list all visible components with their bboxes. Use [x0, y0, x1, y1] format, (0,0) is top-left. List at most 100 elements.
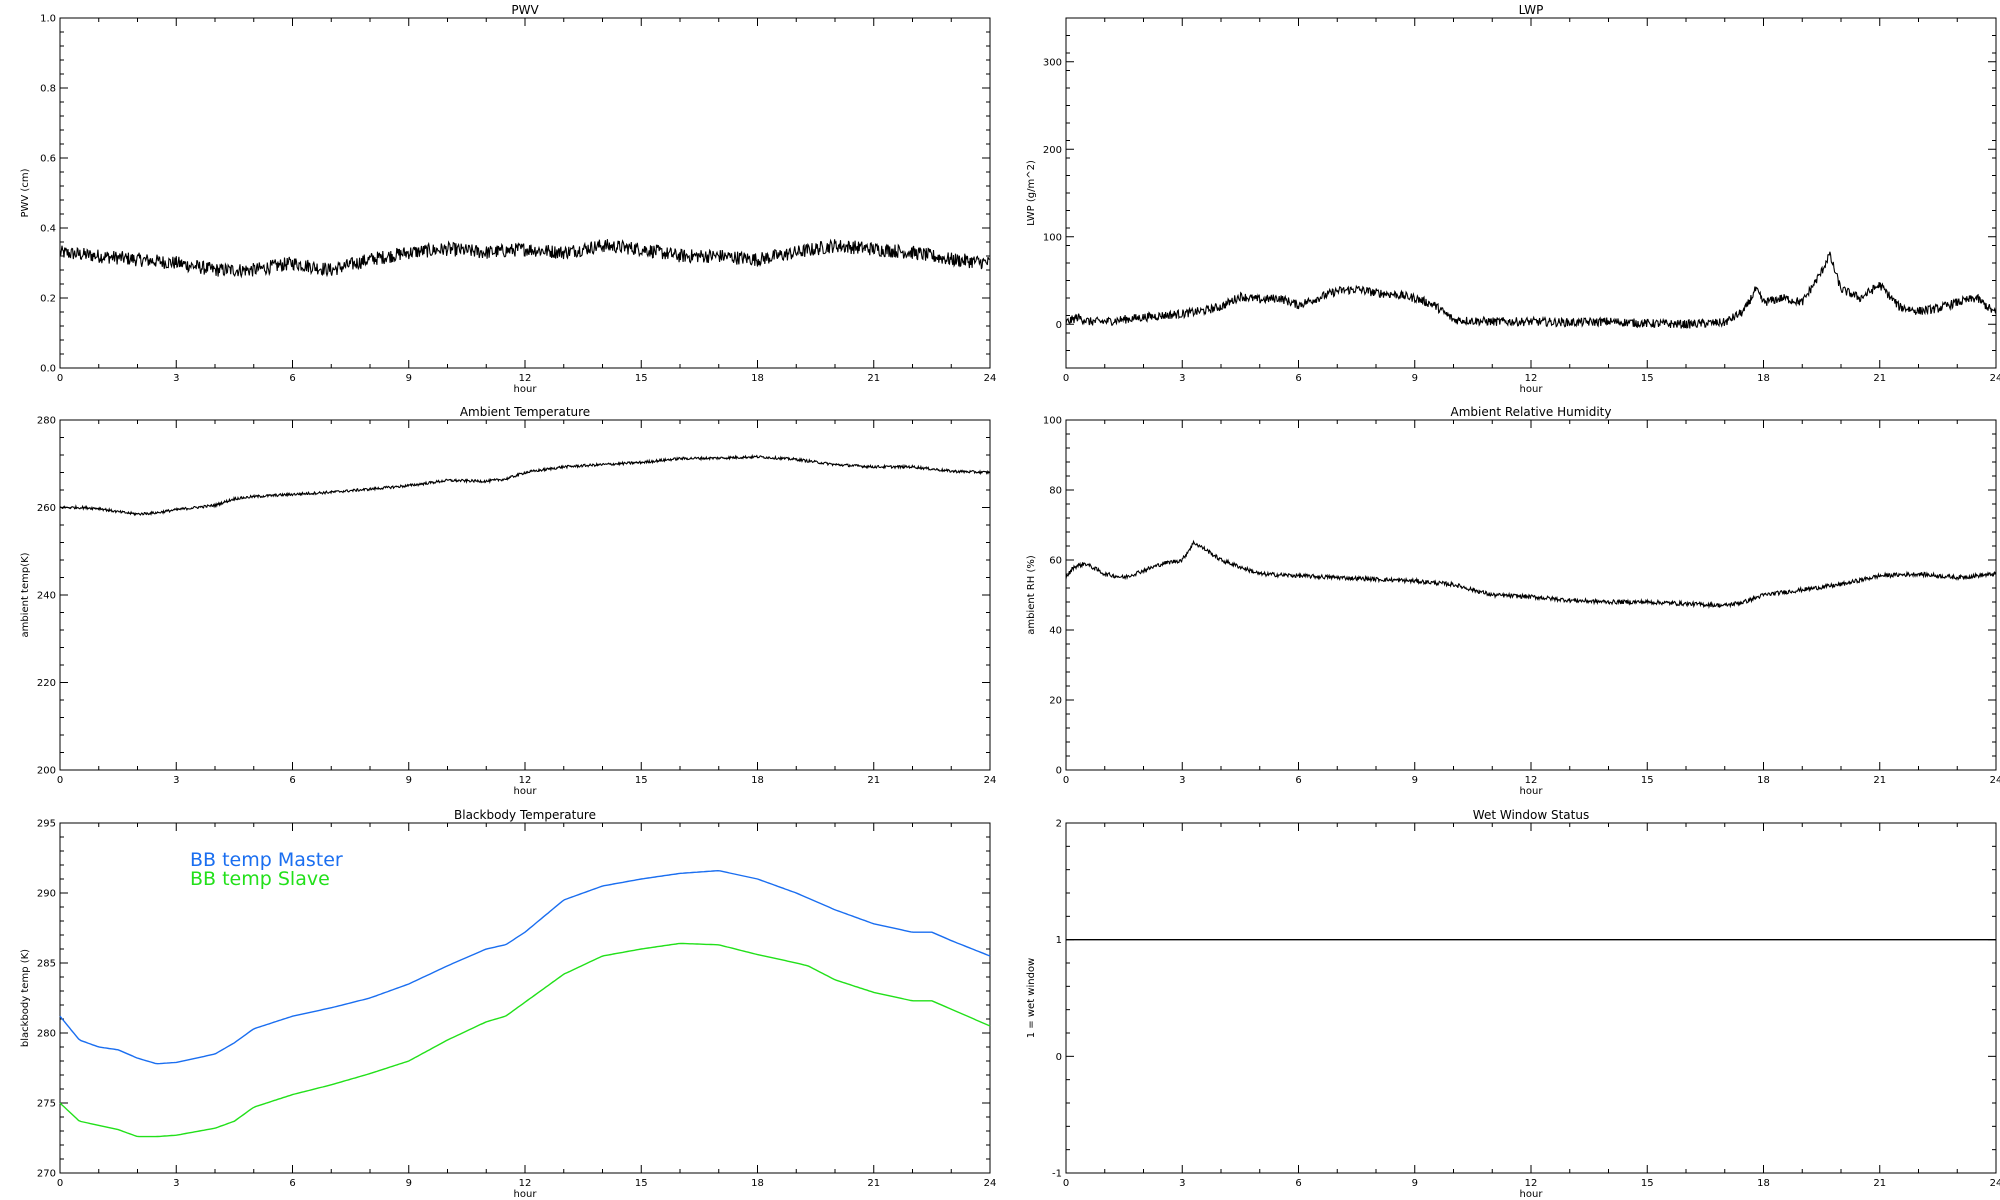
x-tick-label: 15	[635, 775, 648, 786]
panel-title: LWP	[1519, 3, 1544, 17]
x-tick-label: 12	[1525, 373, 1538, 384]
y-tick-label: 2	[1056, 819, 1062, 830]
x-tick-label: 0	[57, 373, 63, 384]
x-tick-label: 15	[635, 1178, 648, 1189]
x-tick-label: 21	[1873, 1178, 1886, 1189]
panel-ambient-rh: Ambient Relative Humidity hour ambient R…	[1026, 405, 2000, 797]
panel-blackbody-temperature: Blackbody Temperature hour blackbody tem…	[20, 808, 996, 1200]
x-tick-label: 0	[1063, 373, 1069, 384]
x-tick-label: 6	[1295, 775, 1301, 786]
series-line-0	[59, 453, 991, 517]
panel-title: Ambient Temperature	[460, 405, 590, 419]
x-tick-label: 9	[406, 1178, 412, 1189]
y-axis-label: ambient temp(K)	[20, 552, 31, 637]
x-tick-label: 3	[173, 775, 179, 786]
x-tick-label: 21	[1873, 775, 1886, 786]
y-tick-label: 300	[1043, 57, 1062, 68]
panel-ambient-temperature: Ambient Temperature hour ambient temp(K)…	[20, 405, 996, 797]
x-axis-label: hour	[1520, 1189, 1544, 1200]
series-line-0	[59, 869, 991, 1065]
series-line-0	[1065, 539, 1997, 609]
y-tick-label: 285	[37, 959, 56, 970]
y-tick-label: 0	[1056, 1052, 1062, 1063]
y-tick-label: 60	[1049, 556, 1062, 567]
x-tick-label: 15	[1641, 775, 1654, 786]
x-tick-label: 3	[173, 1178, 179, 1189]
y-axis-label: ambient RH (%)	[1026, 555, 1037, 635]
y-tick-label: 275	[37, 1099, 56, 1110]
y-axis-label: blackbody temp (K)	[20, 949, 31, 1047]
panel-pwv: PWV hour PWV (cm) 0 3 6 9 12 15 18 21 24 0.0 0.2 0.…	[20, 3, 996, 395]
x-tick-label: 18	[1757, 1178, 1770, 1189]
y-tick-label: 295	[37, 819, 56, 830]
x-tick-label: 15	[635, 373, 648, 384]
plot-frame	[1065, 822, 1997, 1174]
y-tick-label: 280	[37, 1029, 56, 1040]
x-tick-label: 6	[289, 1178, 295, 1189]
y-tick-label: 200	[37, 766, 56, 777]
x-axis-label: hour	[1520, 786, 1544, 797]
y-tick-label: -1	[1052, 1169, 1062, 1180]
y-tick-label: 0.2	[40, 294, 56, 305]
x-tick-label: 3	[1179, 1178, 1185, 1189]
x-tick-label: 9	[406, 775, 412, 786]
x-tick-label: 6	[1295, 1178, 1301, 1189]
x-tick-label: 9	[1412, 775, 1418, 786]
series-line-0	[1065, 251, 1997, 329]
y-tick-label: 20	[1049, 696, 1062, 707]
y-tick-label: 200	[1043, 145, 1062, 156]
y-tick-label: 220	[37, 678, 56, 689]
x-tick-label: 15	[1641, 373, 1654, 384]
x-tick-label: 24	[1990, 373, 2000, 384]
x-tick-label: 9	[1412, 373, 1418, 384]
series-line-0	[59, 238, 991, 279]
legend-entry-master: BB temp Master	[190, 849, 343, 871]
x-axis-label: hour	[514, 1189, 538, 1200]
x-tick-label: 0	[1063, 1178, 1069, 1189]
y-tick-label: 0.4	[40, 224, 56, 235]
y-tick-label: 0.6	[40, 154, 56, 165]
panel-title: Blackbody Temperature	[454, 808, 596, 822]
x-tick-label: 18	[1757, 775, 1770, 786]
x-tick-label: 0	[57, 775, 63, 786]
x-tick-label: 24	[984, 373, 997, 384]
panel-title: Ambient Relative Humidity	[1451, 405, 1612, 419]
x-tick-label: 0	[57, 1178, 63, 1189]
x-tick-label: 0	[1063, 775, 1069, 786]
x-tick-label: 6	[1295, 373, 1301, 384]
x-tick-label: 15	[1641, 1178, 1654, 1189]
plot-frame	[59, 17, 991, 369]
plot-frame	[1065, 17, 1997, 369]
x-axis-label: hour	[1520, 384, 1544, 395]
y-tick-label: 260	[37, 503, 56, 514]
panel-lwp: LWP hour LWP (g/m^2) 0 3 6 9 12 15 18 21 24 0 100 2…	[1026, 3, 2000, 395]
x-axis-label: hour	[514, 786, 538, 797]
y-axis-label: 1 = wet window	[1026, 958, 1037, 1038]
x-tick-label: 24	[1990, 775, 2000, 786]
x-tick-label: 24	[1990, 1178, 2000, 1189]
x-tick-label: 12	[519, 775, 532, 786]
y-tick-label: 0	[1056, 766, 1062, 777]
x-tick-label: 24	[984, 1178, 997, 1189]
panel-title: PWV	[511, 3, 539, 17]
y-tick-label: 270	[37, 1169, 56, 1180]
x-tick-label: 3	[1179, 373, 1185, 384]
panel-wet-window-status: Wet Window Status hour 1 = wet window 0 3…	[1026, 808, 2000, 1200]
y-tick-label: 0.0	[40, 364, 56, 375]
y-tick-label: 100	[1043, 416, 1062, 427]
y-tick-label: 0.8	[40, 84, 56, 95]
x-tick-label: 21	[867, 373, 880, 384]
x-tick-label: 6	[289, 775, 295, 786]
y-tick-label: 290	[37, 889, 56, 900]
x-tick-label: 12	[519, 373, 532, 384]
series-line-1	[59, 942, 991, 1138]
x-tick-label: 12	[519, 1178, 532, 1189]
x-axis-label: hour	[514, 384, 538, 395]
y-tick-label: 40	[1049, 626, 1062, 637]
x-tick-label: 18	[751, 1178, 764, 1189]
x-tick-label: 21	[1873, 373, 1886, 384]
y-tick-label: 280	[37, 416, 56, 427]
x-tick-label: 18	[1757, 373, 1770, 384]
panel-title: Wet Window Status	[1473, 808, 1589, 822]
